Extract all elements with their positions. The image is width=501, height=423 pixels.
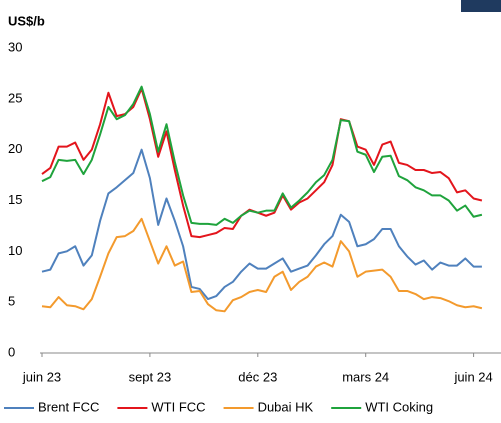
- legend-label: Dubai HK: [258, 399, 314, 414]
- legend-label: WTI FCC: [151, 399, 205, 414]
- y-tick-label: 30: [8, 39, 22, 54]
- x-tick-label: juin 23: [22, 369, 61, 384]
- y-tick-label: 25: [8, 90, 22, 105]
- series-line: [41, 217, 483, 313]
- series-line: [41, 85, 483, 226]
- series-line: [41, 148, 482, 301]
- y-tick-label: 5: [8, 294, 15, 309]
- y-tick-label: 15: [8, 192, 22, 207]
- y-tick-label: 10: [8, 243, 22, 258]
- y-tick-label: 20: [8, 141, 22, 156]
- corner-decoration: [461, 0, 501, 12]
- x-tick-label: mars 24: [342, 369, 389, 384]
- x-tick-label: juin 24: [453, 369, 492, 384]
- y-axis-label: US$/b: [8, 13, 45, 28]
- series-line: [41, 87, 483, 239]
- x-tick-label: déc 23: [238, 369, 277, 384]
- legend-label: WTI Coking: [365, 399, 433, 414]
- x-tick-label: sept 23: [129, 369, 172, 384]
- y-tick-label: 0: [8, 344, 15, 359]
- legend-label: Brent FCC: [38, 399, 99, 414]
